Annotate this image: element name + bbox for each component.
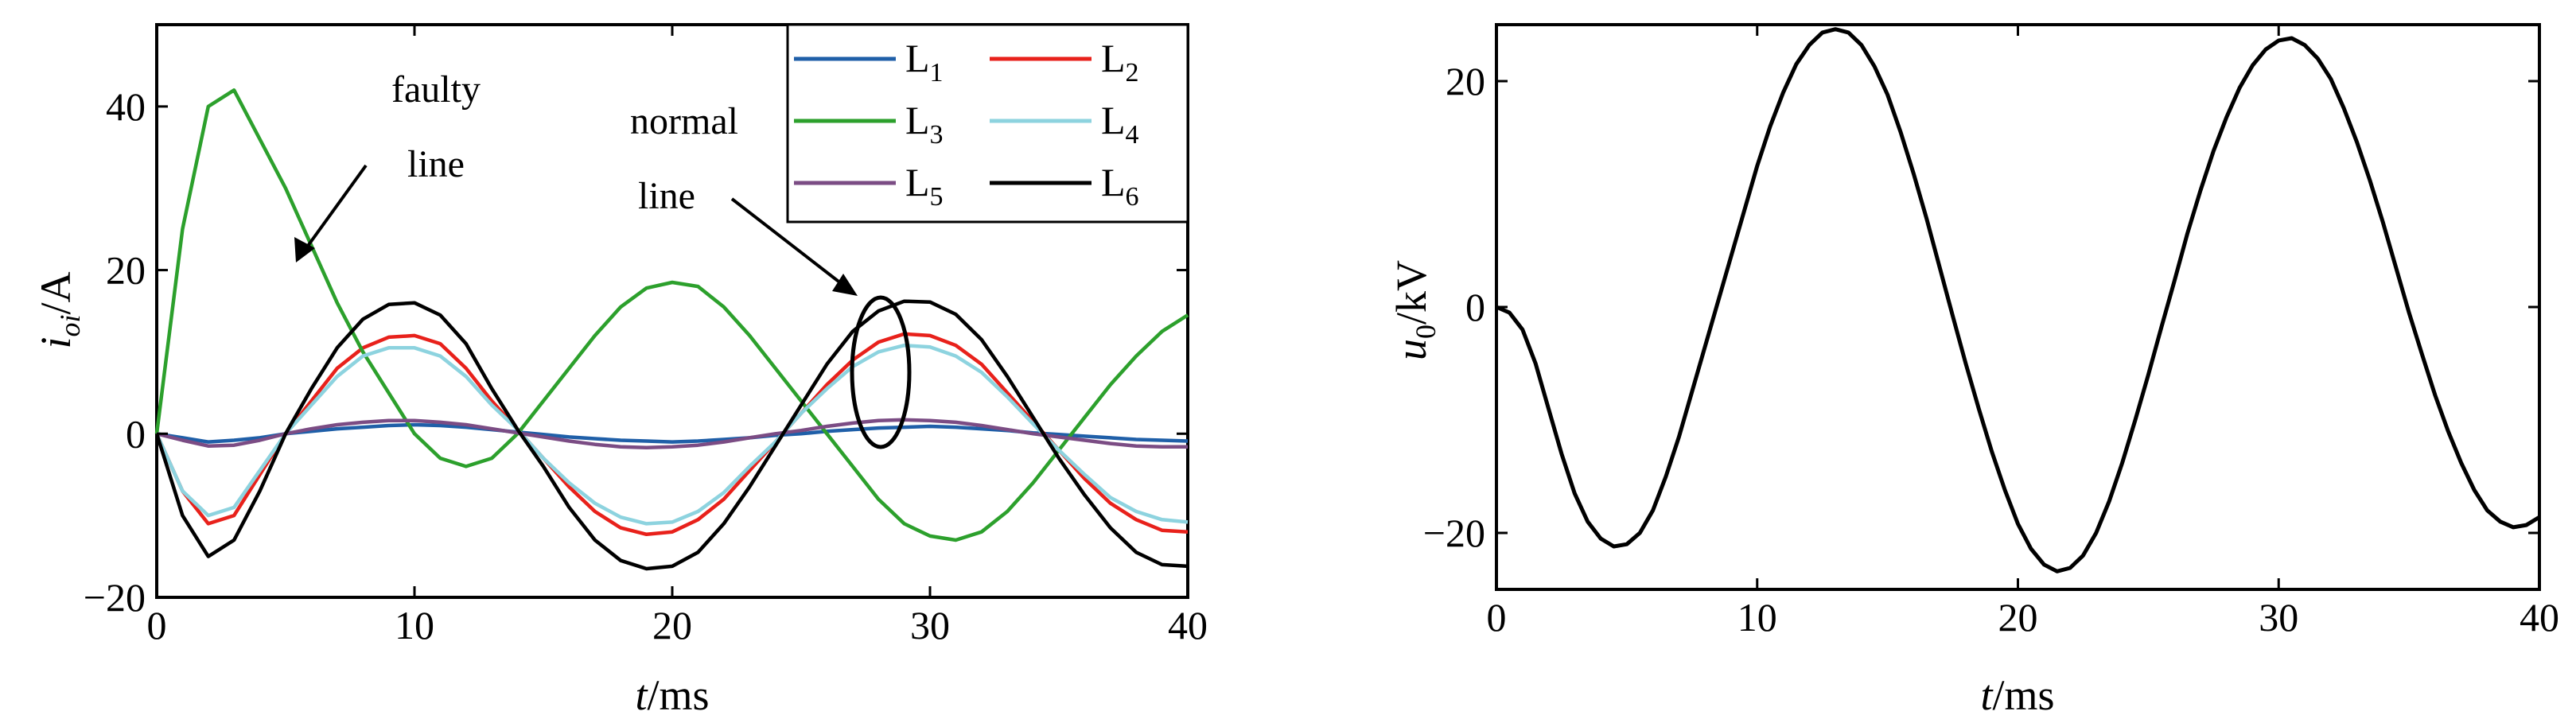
y-tick-label: 40 bbox=[106, 84, 146, 129]
y-tick-label: 20 bbox=[106, 248, 146, 293]
faulty-annotation-line1: faulty bbox=[391, 68, 481, 111]
faulty-annotation-arrowhead bbox=[294, 237, 315, 262]
legend-label-6: L6 bbox=[1101, 160, 1139, 212]
voltage-y-ticks: −20 0 20 bbox=[1423, 59, 2539, 555]
x-tick-label: 0 bbox=[147, 603, 167, 647]
y-tick-label: 0 bbox=[1465, 285, 1485, 329]
current-series-group bbox=[154, 88, 1189, 571]
x-tick-label: 10 bbox=[395, 603, 434, 647]
normal-line-annotation: normal line bbox=[630, 100, 912, 449]
x-tick-label: 10 bbox=[1737, 595, 1777, 640]
current-x-axis-label: t/ms bbox=[635, 671, 709, 719]
voltage-series-group bbox=[1496, 27, 2541, 573]
legend-label-2: L2 bbox=[1101, 36, 1139, 87]
y-tick-label: −20 bbox=[84, 575, 146, 620]
series-line-4 bbox=[154, 343, 1189, 526]
voltage-x-axis-label: t/ms bbox=[1980, 671, 2054, 719]
series-line-6 bbox=[154, 299, 1189, 571]
series-line-1 bbox=[1496, 27, 2541, 573]
faulty-annotation-arrow bbox=[302, 164, 368, 253]
x-tick-label: 20 bbox=[652, 603, 692, 647]
y-tick-label: 20 bbox=[1446, 59, 1485, 103]
normal-annotation-arrow bbox=[730, 197, 846, 288]
series-line-5 bbox=[156, 418, 1188, 450]
voltage-plot-frame bbox=[1495, 23, 2541, 591]
normal-lines-ellipse bbox=[850, 295, 912, 449]
y-tick-label: −20 bbox=[1423, 511, 1485, 555]
series-line-2 bbox=[154, 332, 1189, 537]
faulty-annotation-line2: line bbox=[407, 143, 465, 185]
current-x-ticks: 0 10 20 30 40 bbox=[147, 25, 1208, 647]
normal-annotation-line1: normal bbox=[630, 100, 738, 142]
current-legend: L1 L2 L3 L4 L5 L6 bbox=[786, 23, 1189, 224]
normal-annotation-line2: line bbox=[638, 175, 695, 217]
faulty-line-annotation: faulty line bbox=[294, 68, 481, 262]
legend-label-5: L5 bbox=[905, 160, 944, 212]
current-y-ticks: −20 0 20 40 bbox=[84, 84, 1188, 620]
legend-label-1: L1 bbox=[905, 36, 944, 87]
legend-label-4: L4 bbox=[1101, 98, 1139, 150]
y-tick-label: 0 bbox=[126, 411, 146, 456]
x-tick-label: 40 bbox=[1168, 603, 1208, 647]
x-tick-label: 0 bbox=[1487, 595, 1507, 640]
series-line-3 bbox=[154, 88, 1189, 542]
current-y-axis-label: ioi/A bbox=[32, 271, 86, 348]
x-tick-label: 20 bbox=[1998, 595, 2038, 640]
normal-annotation-arrowhead bbox=[832, 274, 858, 296]
x-tick-label: 30 bbox=[2259, 595, 2298, 640]
voltage-x-ticks: 0 10 20 30 40 bbox=[1487, 25, 2559, 640]
voltage-y-axis-label: u0/kV bbox=[1387, 260, 1442, 360]
legend-label-3: L3 bbox=[905, 98, 944, 150]
x-tick-label: 30 bbox=[910, 603, 950, 647]
x-tick-label: 40 bbox=[2520, 595, 2559, 640]
